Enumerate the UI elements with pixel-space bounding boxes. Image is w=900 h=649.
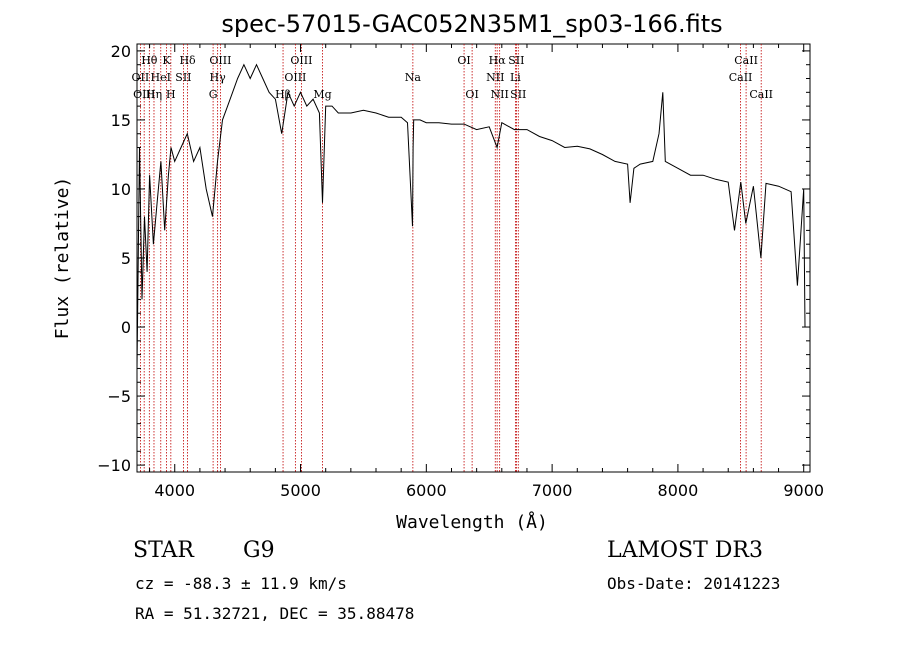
- x-tick-label: 5000: [280, 481, 321, 500]
- spectral-line-label: OI: [457, 54, 470, 67]
- x-tick-label: 8000: [658, 481, 699, 500]
- plot-frame: [136, 43, 811, 473]
- y-tick-label: 5: [121, 249, 131, 268]
- x-axis-label: Wavelength (Å): [396, 511, 548, 533]
- spectral-line-label: OI: [465, 88, 478, 101]
- y-tick-label: 0: [121, 318, 131, 337]
- sky-coordinates: RA = 51.32721, DEC = 35.88478: [135, 604, 415, 623]
- line-markers: [139, 44, 762, 472]
- spectral-line-label: NII: [486, 71, 504, 84]
- spectral-line-label: SII: [508, 54, 524, 67]
- y-axis-label: Flux (relative): [52, 177, 73, 340]
- spectral-line-label: HeI: [151, 71, 171, 84]
- spectral-line-label: G: [209, 88, 218, 101]
- x-tick-label: 6000: [406, 481, 447, 500]
- observation-date: Obs-Date: 20141223: [607, 574, 781, 593]
- spectral-line-label: CaII: [734, 54, 758, 67]
- spectral-line-label: OIII: [284, 71, 306, 84]
- spectral-line-label: Hη: [146, 88, 162, 101]
- spectrum-chart: spec-57015-GAC052N35M1_sp03-166.fits Hθ O…: [52, 10, 824, 533]
- y-axis-ticks: −10 −5 0 5 10 15 20: [97, 42, 810, 475]
- spectral-class: G9: [243, 538, 275, 563]
- spectral-line-label: Hθ: [141, 54, 158, 67]
- spectral-line-label: NII: [491, 88, 509, 101]
- spectral-line-label: SII: [510, 88, 526, 101]
- y-tick-label: 10: [111, 180, 131, 199]
- x-tick-label: 9000: [783, 481, 824, 500]
- spectral-line-label: Hα: [489, 54, 507, 67]
- x-axis-ticks: 4000 5000 6000 7000 8000 9000: [149, 44, 824, 500]
- spectral-line-label: CaII: [749, 88, 773, 101]
- y-tick-label: −5: [107, 387, 131, 406]
- survey-name: LAMOST DR3: [607, 538, 763, 563]
- y-tick-label: −10: [97, 456, 131, 475]
- spectral-line-label: OIII: [133, 88, 155, 101]
- spectral-line-label: Li: [510, 71, 521, 84]
- x-tick-label: 4000: [154, 481, 195, 500]
- object-type: STAR: [133, 538, 194, 563]
- spectral-line-label: Hγ: [210, 71, 227, 84]
- spectral-line-label: OIII: [290, 54, 312, 67]
- spectral-line-label: OII: [132, 71, 150, 84]
- spectral-line-label: K: [162, 54, 171, 67]
- spectral-line-label: SII: [175, 71, 191, 84]
- chart-title: spec-57015-GAC052N35M1_sp03-166.fits: [221, 10, 722, 38]
- x-tick-label: 7000: [532, 481, 573, 500]
- spectral-line-label: Hδ: [179, 54, 196, 67]
- spectral-line-label: Na: [405, 71, 422, 84]
- redshift-velocity: cz = -88.3 ± 11.9 km/s: [135, 574, 347, 593]
- flux-series-line: [136, 63, 806, 369]
- y-tick-label: 15: [111, 111, 131, 130]
- spectral-line-label: Mg: [313, 88, 331, 101]
- spectral-line-label: OIII: [209, 54, 231, 67]
- spectral-line-label: H: [166, 88, 176, 101]
- y-tick-label: 20: [111, 42, 131, 61]
- spectral-line-label: CaII: [729, 71, 753, 84]
